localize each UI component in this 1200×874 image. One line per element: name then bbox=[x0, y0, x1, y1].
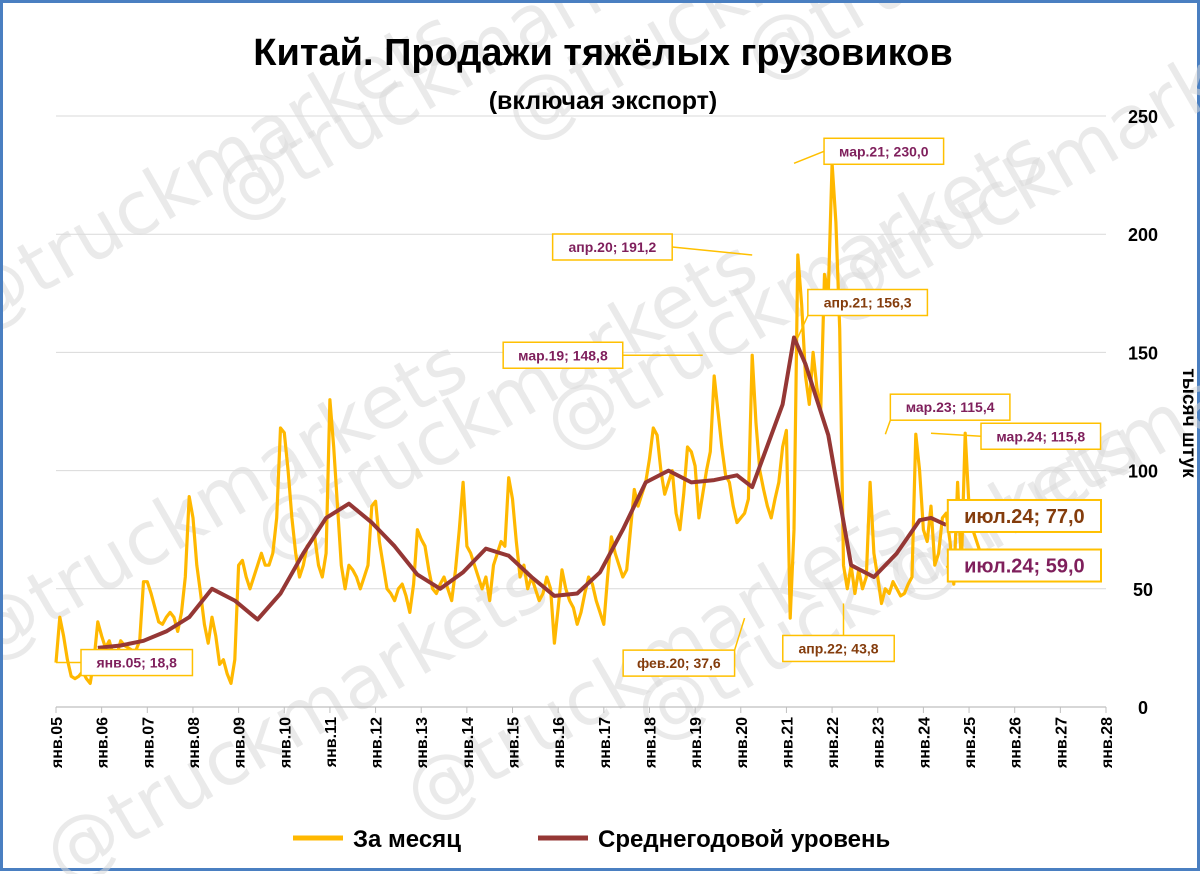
x-tick-label: янв.13 bbox=[414, 717, 431, 769]
annotation-box bbox=[980, 422, 1102, 450]
annotation-text: мар.23; 115,4 bbox=[906, 399, 995, 415]
annotation-label: мар.23; 115,4 bbox=[884, 393, 1011, 435]
annotation-text: мар.24; 115,8 bbox=[996, 428, 1085, 444]
annotation-box bbox=[946, 548, 1102, 583]
x-tick-label: янв.25 bbox=[962, 717, 979, 769]
annotation-label: апр.22; 43,8 bbox=[782, 603, 895, 663]
y-tick-label: 250 bbox=[1128, 107, 1158, 127]
annotation-box bbox=[889, 393, 1011, 421]
annotation-label: июл.24; 59,0 bbox=[945, 548, 1102, 583]
series-average-line bbox=[97, 335, 948, 650]
annotation-text: апр.20; 191,2 bbox=[568, 239, 656, 255]
chart-title: Китай. Продажи тяжёлых грузовиков bbox=[253, 32, 952, 74]
annotation-text: мар.19; 148,8 bbox=[518, 347, 608, 363]
annotation-label: апр.21; 156,3 bbox=[797, 288, 929, 338]
x-tick-label: янв.14 bbox=[460, 717, 477, 769]
legend-label: За месяц bbox=[353, 826, 461, 853]
annotation-leader bbox=[884, 419, 892, 435]
annotation-label: мар.21; 230,0 bbox=[793, 137, 945, 166]
axes: 0 50 100 150 200 250 янв.05 янв.06 янв.07 янв.08 я… bbox=[49, 107, 1158, 769]
x-tick-label: янв.16 bbox=[551, 717, 568, 769]
chart-subtitle: (включая экспорт) bbox=[489, 87, 718, 115]
annotation-text: янв.05; 18,8 bbox=[96, 655, 177, 671]
annotation-box bbox=[807, 288, 929, 317]
annotation-box bbox=[946, 498, 1102, 533]
annotation-leader bbox=[930, 432, 982, 437]
annotation-label: янв.05; 18,8 bbox=[56, 648, 194, 677]
x-tick-label: янв.28 bbox=[1099, 717, 1116, 769]
x-tick-label: янв.26 bbox=[1008, 717, 1025, 769]
annotation-text: мар.21; 230,0 bbox=[839, 143, 929, 159]
y-tick-label: 150 bbox=[1128, 343, 1158, 363]
x-tick-label: янв.11 bbox=[323, 717, 340, 768]
legend: За месяц Среднегодовой уровень bbox=[293, 826, 890, 853]
annotation-box bbox=[782, 634, 895, 663]
x-tick-label: янв.12 bbox=[369, 717, 386, 769]
annotation-leader bbox=[797, 315, 809, 338]
x-tick-label: янв.21 bbox=[779, 717, 796, 769]
annotation-leader bbox=[672, 246, 753, 256]
x-tick-label: янв.09 bbox=[232, 717, 249, 769]
annotation-text: июл.24; 59,0 bbox=[964, 556, 1085, 578]
x-tick-label: янв.23 bbox=[871, 717, 888, 769]
annotation-leader bbox=[793, 150, 825, 164]
x-tick-label: янв.10 bbox=[277, 717, 294, 769]
x-tick-label: янв.15 bbox=[506, 717, 523, 769]
annotation-leader bbox=[733, 617, 746, 651]
y-tick-label: 100 bbox=[1128, 462, 1158, 482]
annotation-box bbox=[80, 648, 194, 677]
y-axis-label: тысяч штук bbox=[1178, 368, 1199, 478]
y-tick-label: 0 bbox=[1138, 698, 1148, 718]
annotation-text: фев.20; 37,6 bbox=[637, 655, 721, 671]
x-tick-label: янв.22 bbox=[825, 717, 842, 769]
x-tick-label: янв.07 bbox=[140, 717, 157, 769]
annotation-label: фев.20; 37,6 bbox=[622, 617, 746, 677]
x-tick-label: янв.17 bbox=[597, 717, 614, 769]
y-tick-label: 50 bbox=[1133, 580, 1153, 600]
annotation-box bbox=[622, 649, 736, 677]
x-tick-label: янв.08 bbox=[186, 717, 203, 769]
series-monthly-line bbox=[54, 161, 986, 686]
annotations: янв.05; 18,8 фев.20; 37,6 апр.20; 191,2 мар… bbox=[56, 137, 1102, 677]
chart: @truckmarkets@truckmarkets@truckmarkets@… bbox=[3, 3, 1200, 874]
annotation-box bbox=[823, 137, 945, 166]
annotation-box bbox=[502, 341, 624, 369]
annotation-label: мар.24; 115,8 bbox=[930, 422, 1102, 450]
annotation-text: июл.24; 77,0 bbox=[964, 506, 1085, 528]
legend-label: Среднегодовой уровень bbox=[598, 826, 890, 853]
x-tick-label: янв.24 bbox=[916, 717, 933, 769]
x-tick-label: янв.18 bbox=[642, 717, 659, 769]
annotation-text: апр.21; 156,3 bbox=[824, 295, 912, 311]
x-tick-label: янв.20 bbox=[734, 717, 751, 769]
x-tick-label: янв.27 bbox=[1053, 717, 1070, 769]
x-tick-label: янв.06 bbox=[95, 717, 112, 769]
x-tick-label: янв.05 bbox=[49, 717, 66, 769]
annotation-box bbox=[551, 233, 673, 261]
annotation-label: мар.19; 148,8 bbox=[502, 341, 703, 369]
annotation-label: апр.20; 191,2 bbox=[551, 233, 753, 261]
annotation-label: июл.24; 77,0 bbox=[945, 498, 1102, 533]
series-layer bbox=[54, 161, 986, 686]
y-tick-label: 200 bbox=[1128, 225, 1158, 245]
x-tick-label: янв.19 bbox=[688, 717, 705, 769]
annotation-text: апр.22; 43,8 bbox=[798, 640, 878, 656]
